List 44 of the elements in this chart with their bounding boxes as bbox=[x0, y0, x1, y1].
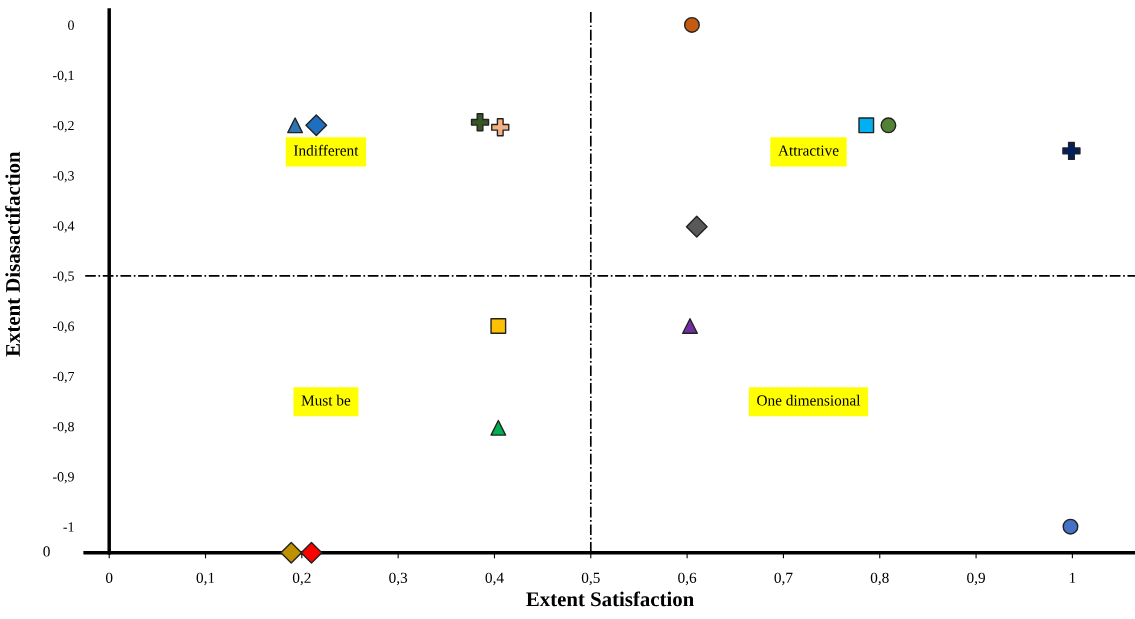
x-tick-label: 0,7 bbox=[774, 572, 793, 586]
point bbox=[280, 541, 303, 564]
x-tick-label: 0,9 bbox=[967, 572, 985, 586]
point bbox=[858, 117, 875, 134]
point bbox=[300, 541, 323, 564]
annotation: Indifferent bbox=[293, 144, 359, 156]
x-tick-label: 0,3 bbox=[389, 572, 408, 586]
y-tick-label: -1 bbox=[63, 522, 74, 532]
annotation: One dimensional bbox=[757, 394, 861, 406]
point bbox=[682, 318, 698, 334]
point bbox=[685, 215, 708, 238]
x-axis-title: Extent Satisfaction bbox=[526, 591, 694, 607]
y-tick-label: -0,4 bbox=[53, 221, 75, 233]
y-tick-label: -0,8 bbox=[53, 421, 74, 434]
point bbox=[287, 117, 304, 134]
x-tick-label: 0 bbox=[105, 572, 113, 583]
y-tick-label: -0,1 bbox=[53, 70, 74, 83]
annotation: Attractive bbox=[778, 145, 839, 156]
point bbox=[491, 118, 510, 137]
point bbox=[1062, 518, 1079, 535]
point bbox=[683, 16, 700, 33]
point bbox=[880, 117, 897, 134]
point bbox=[490, 318, 507, 334]
x-tick-label: 0,2 bbox=[292, 572, 311, 586]
y-tick-label: -0,2 bbox=[53, 120, 74, 133]
y-tick-label: -0,5 bbox=[53, 271, 74, 283]
y-tick-label: -0,7 bbox=[53, 371, 75, 384]
x-tick-label: 0,5 bbox=[581, 572, 600, 586]
y-axis-title: Extent Disasactifaction bbox=[5, 151, 20, 357]
y-tick-label: 0 bbox=[68, 20, 74, 30]
point bbox=[470, 113, 490, 132]
point bbox=[490, 419, 507, 436]
x-tick-label: 0,4 bbox=[485, 572, 504, 586]
y-tick-label: -0,3 bbox=[53, 171, 74, 183]
y-tick-label: -0,9 bbox=[53, 472, 74, 484]
x-tick-label: 0,1 bbox=[196, 572, 215, 586]
x-tick-label: 1 bbox=[1069, 572, 1076, 583]
text: 0 bbox=[43, 546, 50, 557]
point bbox=[1062, 141, 1081, 161]
annotation: Must be bbox=[301, 394, 351, 406]
x-tick-label: 0,6 bbox=[678, 572, 697, 586]
x-tick-label: 0,8 bbox=[870, 572, 889, 586]
y-tick-label: -0,6 bbox=[53, 321, 75, 333]
point bbox=[305, 114, 328, 137]
